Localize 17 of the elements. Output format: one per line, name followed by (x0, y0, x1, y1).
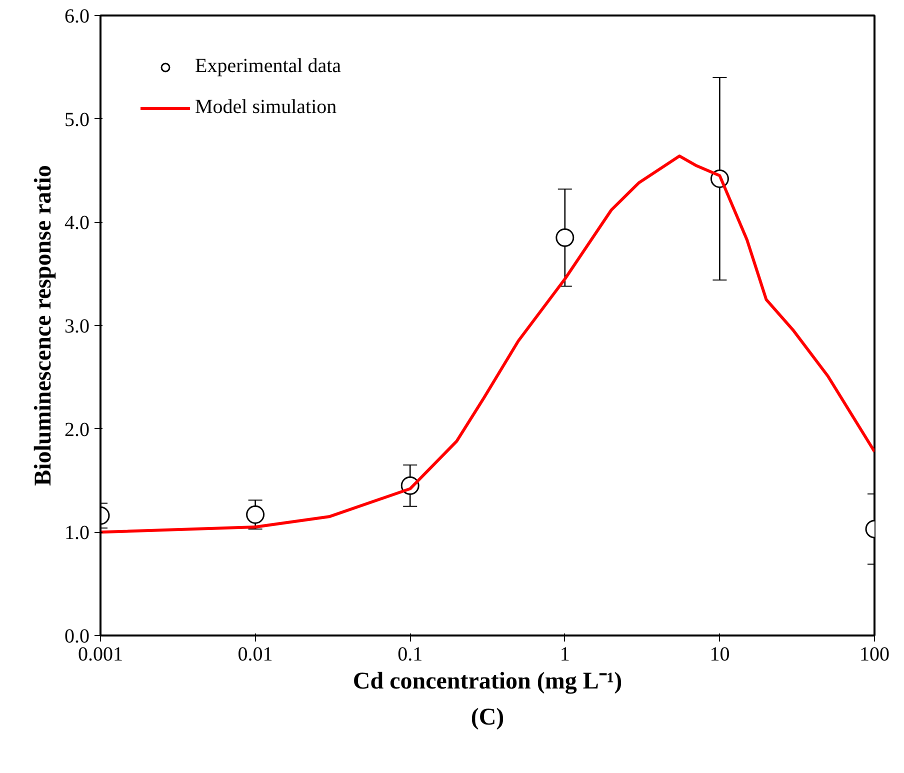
y-tick-label: 6.0 (64, 6, 90, 28)
x-tick-label: 0.01 (238, 644, 273, 666)
y-tick-label: 1.0 (64, 522, 90, 544)
legend-label: Experimental data (195, 55, 342, 78)
legend-label: Model simulation (195, 96, 337, 119)
x-tick-label: 10 (710, 644, 730, 666)
point (556, 228, 574, 247)
y-tick-label: 3.0 (64, 316, 90, 338)
y-tick-label: 4.0 (64, 212, 90, 234)
x-axis-title: Cd concentration (mg L⁻¹) (352, 668, 622, 694)
x-tick-label: 1 (560, 644, 570, 666)
y-axis-title: Bioluminescence response ratio (30, 165, 56, 486)
x-tick-label: 0.1 (398, 644, 423, 666)
text: (C) (470, 704, 504, 730)
y-tick-label: 5.0 (64, 108, 90, 131)
x-tick-label: 100 (860, 644, 890, 666)
y-tick-label: 2.0 (64, 418, 90, 441)
